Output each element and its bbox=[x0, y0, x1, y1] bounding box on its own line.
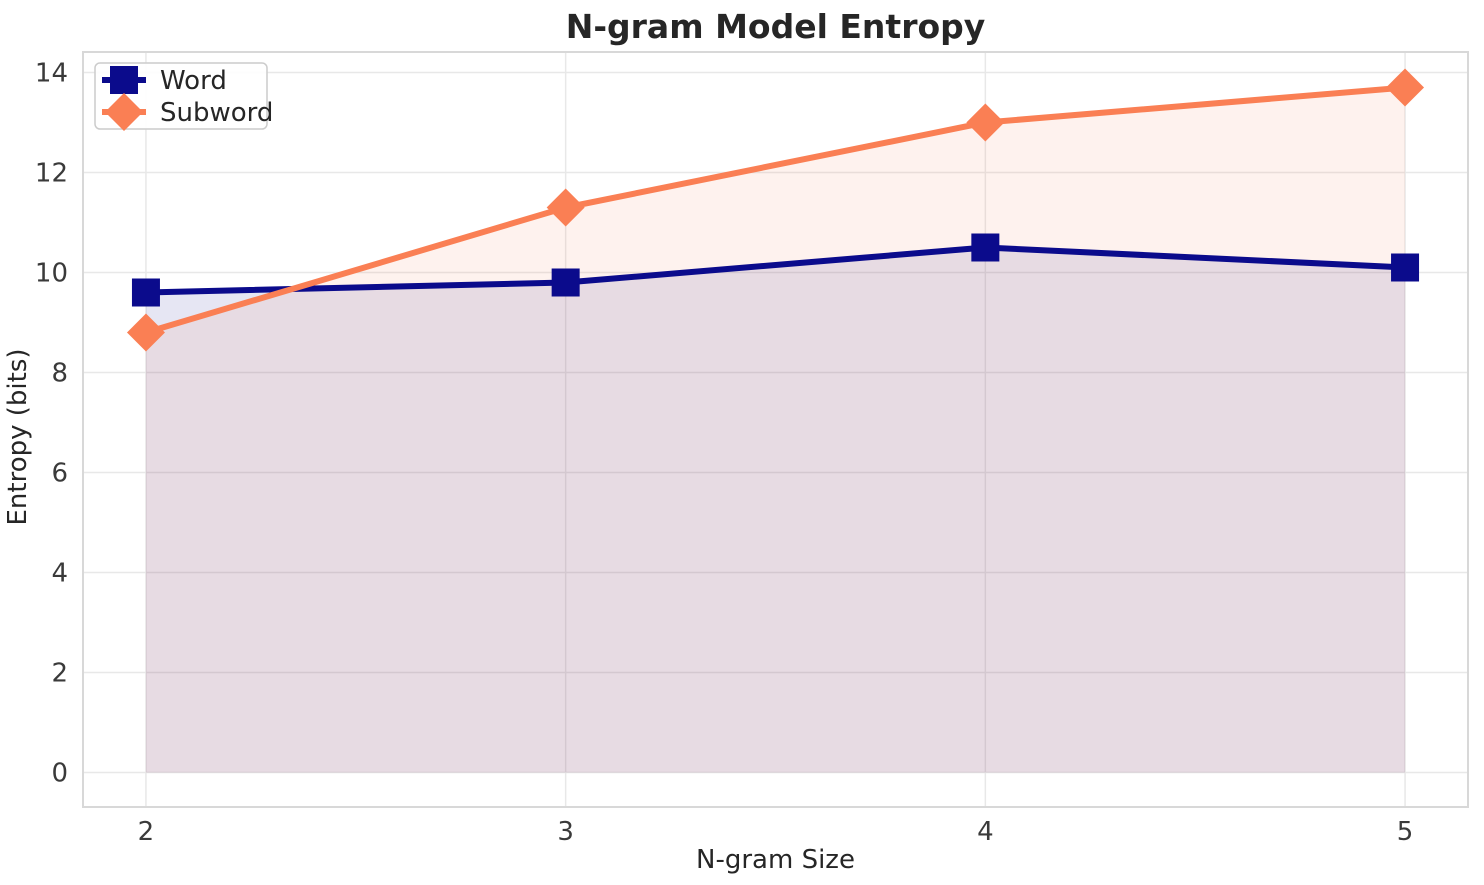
x-tick-label: 4 bbox=[977, 817, 994, 847]
y-tick-label: 14 bbox=[35, 59, 68, 89]
legend-square-marker-icon bbox=[110, 66, 138, 94]
data-point-marker bbox=[1386, 68, 1425, 107]
area-fills bbox=[145, 87, 1406, 773]
data-point-marker bbox=[131, 278, 160, 307]
legend-label: Subword bbox=[160, 98, 273, 128]
data-point-marker bbox=[551, 268, 580, 297]
y-tick-label: 6 bbox=[51, 459, 68, 489]
area-fill bbox=[145, 87, 1406, 773]
area-fill bbox=[145, 247, 1406, 773]
series-line bbox=[145, 84, 1406, 336]
data-point-marker bbox=[546, 188, 585, 227]
y-tick-label: 12 bbox=[35, 159, 68, 189]
data-point-marker bbox=[1391, 253, 1420, 282]
y-axis-label: Entropy (bits) bbox=[3, 348, 33, 525]
x-axis-label: N-gram Size bbox=[696, 845, 855, 875]
x-tick-label: 2 bbox=[138, 817, 155, 847]
x-tick-label: 3 bbox=[557, 817, 574, 847]
gridlines bbox=[83, 52, 1468, 807]
legend-item: Subword bbox=[102, 93, 273, 131]
data-point-marker bbox=[126, 313, 165, 352]
series-lines bbox=[126, 68, 1425, 352]
legend-diamond-marker-icon bbox=[105, 93, 143, 131]
legend-label: Word bbox=[160, 66, 227, 96]
y-tick-label: 0 bbox=[51, 759, 68, 789]
x-tick-labels: 2 3 4 5 bbox=[138, 817, 1414, 847]
y-tick-labels: 0 2 4 6 8 10 12 14 bbox=[35, 59, 68, 789]
plot-border bbox=[82, 51, 1469, 808]
y-tick-label: 8 bbox=[51, 359, 68, 389]
chart-title: N-gram Model Entropy bbox=[566, 7, 986, 46]
x-tick-label: 5 bbox=[1397, 817, 1414, 847]
data-point-marker bbox=[971, 233, 1000, 262]
series-line bbox=[145, 244, 1406, 296]
data-point-marker bbox=[966, 103, 1005, 142]
legend-item: Word bbox=[102, 66, 227, 96]
y-tick-label: 10 bbox=[35, 259, 68, 289]
y-tick-label: 2 bbox=[51, 659, 68, 689]
y-tick-label: 4 bbox=[51, 559, 68, 589]
